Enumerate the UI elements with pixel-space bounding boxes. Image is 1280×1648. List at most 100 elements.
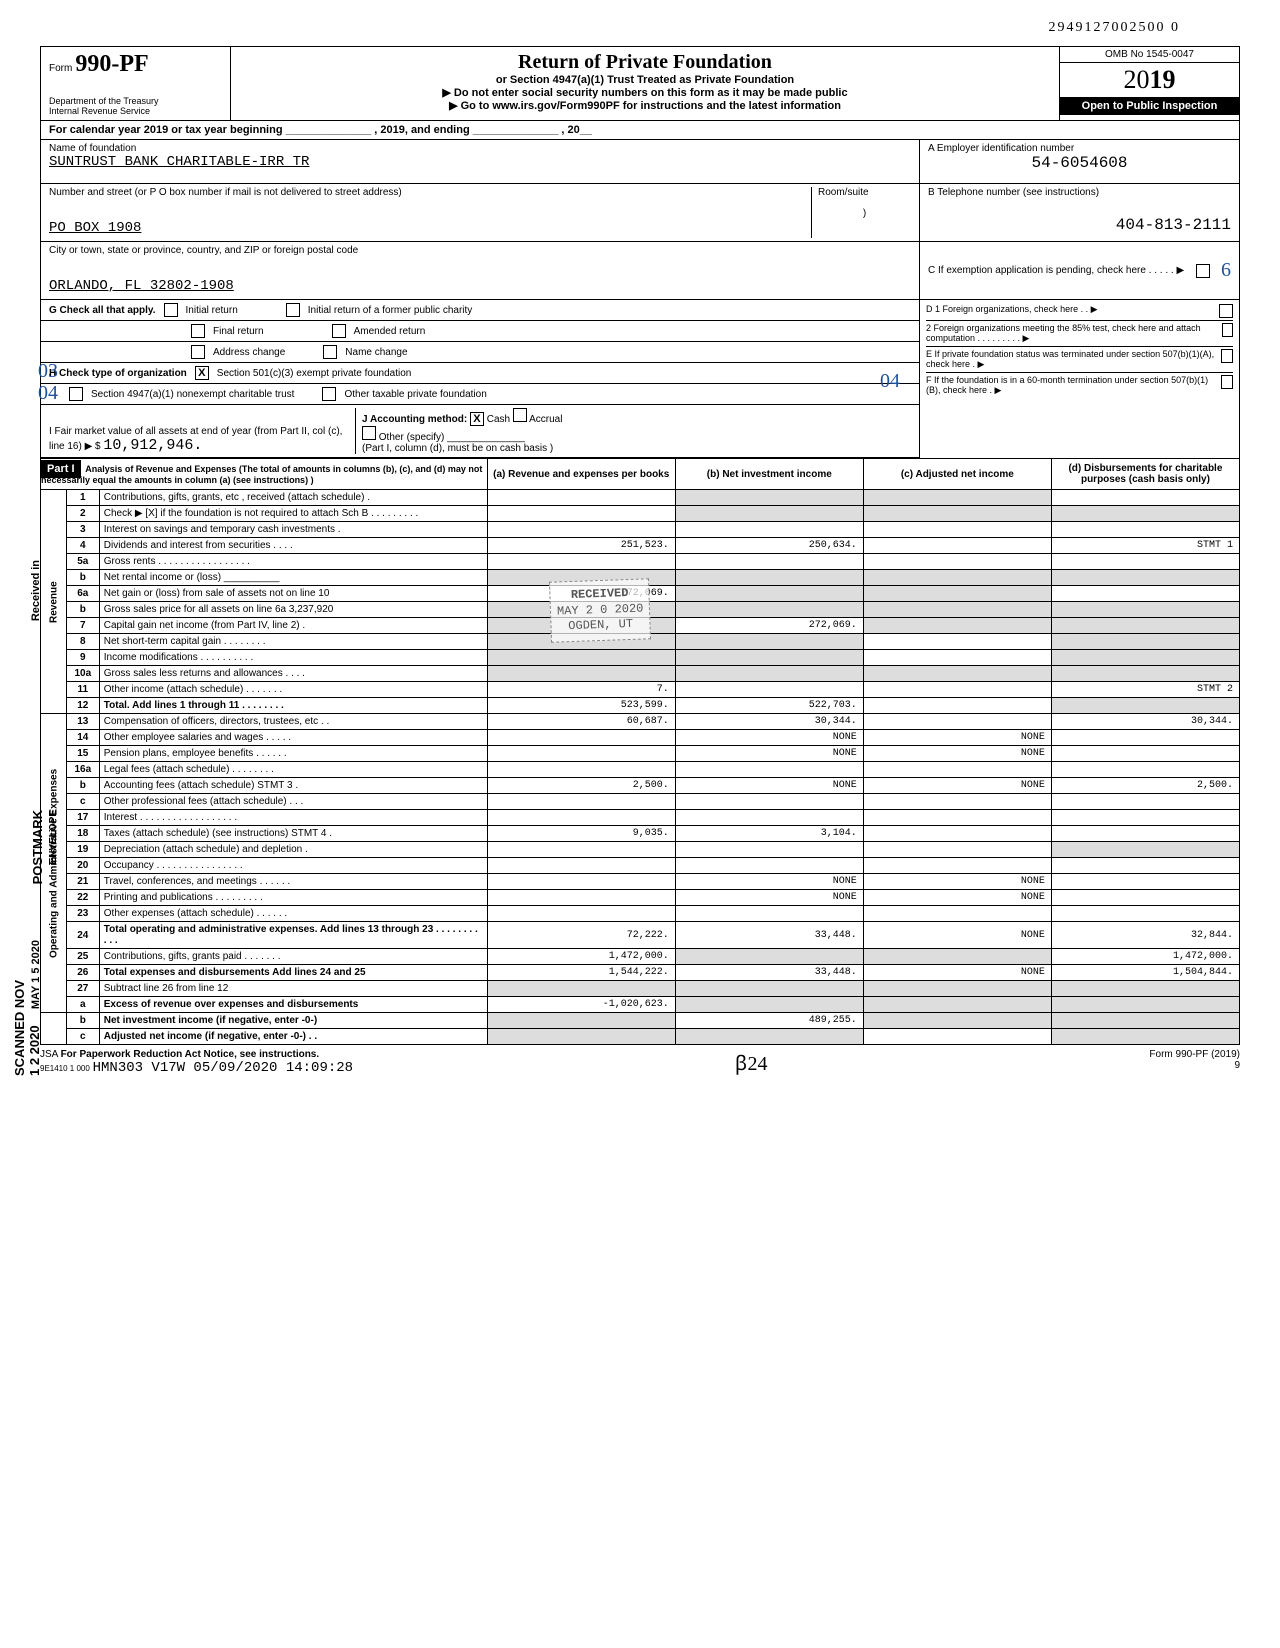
- g-addr: Address change: [213, 347, 285, 358]
- ln22: Printing and publications . . . . . . . …: [99, 890, 487, 906]
- f: F If the foundation is in a 60-month ter…: [926, 375, 1221, 396]
- identity-grid: Name of foundation SUNTRUST BANK CHARITA…: [40, 140, 1240, 300]
- ln16c-num: c: [66, 794, 99, 810]
- name-label: Name of foundation: [49, 143, 911, 154]
- ln22-b: NONE: [675, 890, 863, 906]
- ck-d1[interactable]: [1219, 304, 1233, 318]
- city-label: City or town, state or province, country…: [49, 245, 911, 256]
- ck-f[interactable]: [1221, 375, 1233, 389]
- g-amended: Amended return: [354, 326, 426, 337]
- hand-04b: 04: [880, 370, 900, 393]
- d2: 2 Foreign organizations meeting the 85% …: [926, 323, 1222, 344]
- ck-amended[interactable]: [332, 324, 346, 338]
- ln26-c: NONE: [863, 965, 1051, 981]
- ln12: Total. Add lines 1 through 11 . . . . . …: [99, 698, 487, 714]
- form-header: Form 990-PF Department of the Treasury I…: [40, 46, 1240, 120]
- ln3-b: [675, 522, 863, 538]
- ln13: Compensation of officers, directors, tru…: [99, 714, 487, 730]
- ck-other-acct[interactable]: [362, 426, 376, 440]
- top-stamp: 2949127002500 0: [40, 20, 1180, 36]
- ln2-a: [487, 506, 675, 522]
- dept2: Internal Revenue Service: [49, 106, 222, 116]
- ln1-num: 1: [66, 490, 99, 506]
- j-note: (Part I, column (d), must be on cash bas…: [362, 443, 911, 454]
- form-title: Return of Private Foundation: [239, 51, 1051, 74]
- ln11-a: 7.: [487, 682, 675, 698]
- hand-6: 6: [1221, 259, 1231, 282]
- ln12-b: 522,703.: [675, 698, 863, 714]
- ln18-a: 9,035.: [487, 826, 675, 842]
- ln23: Other expenses (attach schedule) . . . .…: [99, 906, 487, 922]
- ein-value: 54-6054608: [928, 154, 1231, 172]
- footer: JSA For Paperwork Reduction Act Notice, …: [40, 1049, 1240, 1076]
- ck-name[interactable]: [323, 345, 337, 359]
- ck-cash[interactable]: X: [470, 412, 484, 426]
- ln6b: Gross sales price for all assets on line…: [99, 602, 487, 618]
- year-prefix: 20: [1124, 65, 1150, 94]
- ln6b-num: b: [66, 602, 99, 618]
- ln3-num: 3: [66, 522, 99, 538]
- year-bold: 19: [1150, 65, 1176, 94]
- ln5b-num: b: [66, 570, 99, 586]
- ln27-num: 27: [66, 981, 99, 997]
- col-c: (c) Adjusted net income: [863, 459, 1051, 490]
- c-label: C If exemption application is pending, c…: [928, 265, 1184, 276]
- ck-initial[interactable]: [164, 303, 178, 317]
- ln25: Contributions, gifts, grants paid . . . …: [99, 949, 487, 965]
- ln26-num: 26: [66, 965, 99, 981]
- ln4: Dividends and interest from securities .…: [99, 538, 487, 554]
- ln16b-b: NONE: [675, 778, 863, 794]
- ln26-b: 33,448.: [675, 965, 863, 981]
- city-value: ORLANDO, FL 32802-1908: [49, 278, 911, 294]
- ln12-num: 12: [66, 698, 99, 714]
- ck-initial-former[interactable]: [286, 303, 300, 317]
- g-name: Name change: [345, 347, 407, 358]
- ck-4947[interactable]: [69, 387, 83, 401]
- ln5a-num: 5a: [66, 554, 99, 570]
- ln27b-num: b: [66, 1013, 99, 1029]
- d1: D 1 Foreign organizations, check here . …: [926, 304, 1098, 318]
- ck-final[interactable]: [191, 324, 205, 338]
- initials: ꞵ24: [735, 1049, 768, 1076]
- ln11-num: 11: [66, 682, 99, 698]
- ck-other-taxable[interactable]: [322, 387, 336, 401]
- form-code: 990-PF: [75, 51, 148, 77]
- ln21-c: NONE: [863, 874, 1051, 890]
- ln20-num: 20: [66, 858, 99, 874]
- side-postmark: POSTMARK: [30, 810, 45, 884]
- ln15: Pension plans, employee benefits . . . .…: [99, 746, 487, 762]
- ln22-num: 22: [66, 890, 99, 906]
- ln27b: Net investment income (if negative, ente…: [99, 1013, 487, 1029]
- part1-header-text: Analysis of Revenue and Expenses (The to…: [41, 462, 482, 487]
- ln4-b: 250,634.: [675, 538, 863, 554]
- h-label: H Check type of organization: [49, 368, 187, 379]
- ln18-b: 3,104.: [675, 826, 863, 842]
- ck-d2[interactable]: [1222, 323, 1233, 337]
- ln14: Other employee salaries and wages . . . …: [99, 730, 487, 746]
- ck-accrual[interactable]: [513, 408, 527, 422]
- ck-501c3[interactable]: X: [195, 366, 209, 380]
- e: E If private foundation status was termi…: [926, 349, 1221, 370]
- ln16b-c: NONE: [863, 778, 1051, 794]
- ck-addr[interactable]: [191, 345, 205, 359]
- ln9: Income modifications . . . . . . . . . .: [99, 650, 487, 666]
- ln26: Total expenses and disbursements Add lin…: [99, 965, 487, 981]
- form-label: Form: [49, 63, 72, 74]
- ln14-num: 14: [66, 730, 99, 746]
- ln16b-a: 2,500.: [487, 778, 675, 794]
- ln5b: Net rental income or (loss) __________: [99, 570, 487, 586]
- ln16a-num: 16a: [66, 762, 99, 778]
- ln11: Other income (attach schedule) . . . . .…: [99, 682, 487, 698]
- ln13-a: 60,687.: [487, 714, 675, 730]
- ln27a-a: -1,020,623.: [487, 997, 675, 1013]
- ln20: Occupancy . . . . . . . . . . . . . . . …: [99, 858, 487, 874]
- ck-e[interactable]: [1221, 349, 1233, 363]
- ln9-num: 9: [66, 650, 99, 666]
- ln4-a: 251,523.: [487, 538, 675, 554]
- hand-04: 04: [38, 382, 58, 405]
- sub3: ▶ Go to www.irs.gov/Form990PF for instru…: [239, 99, 1051, 112]
- ln1-a: [487, 490, 675, 506]
- ln24-c: NONE: [863, 922, 1051, 949]
- phone-value: 404-813-2111: [928, 216, 1231, 234]
- c-checkbox[interactable]: [1196, 264, 1210, 278]
